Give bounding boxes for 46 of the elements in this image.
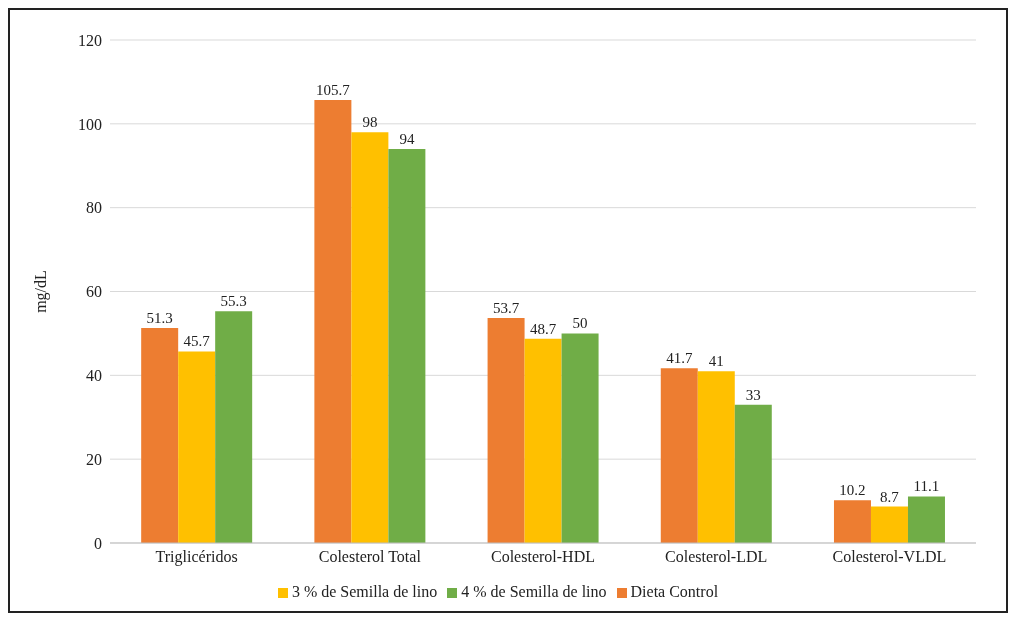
data-label: 41.7 xyxy=(666,350,693,367)
legend-label: 3 % de Semilla de lino xyxy=(291,583,438,600)
y-tick-label: 0 xyxy=(94,534,102,552)
data-label: 41 xyxy=(708,353,724,370)
bar xyxy=(351,132,389,543)
data-label: 33 xyxy=(745,386,761,403)
data-label: 8.7 xyxy=(880,488,900,505)
bar xyxy=(833,500,871,543)
y-tick-label: 80 xyxy=(86,199,102,217)
data-label: 11.1 xyxy=(913,478,940,495)
bar xyxy=(870,506,908,543)
bar xyxy=(561,333,599,543)
bar xyxy=(178,351,216,543)
data-label: 98 xyxy=(362,114,378,131)
bar xyxy=(487,317,525,543)
data-label: 51.3 xyxy=(146,309,173,326)
y-tick-label: 60 xyxy=(86,283,102,301)
data-label: 48.7 xyxy=(529,320,557,337)
legend-label: Dieta Control xyxy=(630,583,719,600)
y-axis-title: mg/dL xyxy=(31,270,50,313)
data-label: 50 xyxy=(572,315,588,332)
bar xyxy=(697,371,735,543)
data-label: 53.7 xyxy=(492,299,520,316)
bar xyxy=(314,99,352,543)
x-tick-label: Colesterol-VLDL xyxy=(832,548,947,566)
data-label: 105.7 xyxy=(316,81,351,98)
y-tick-label: 120 xyxy=(78,31,102,49)
legend-label: 4 % de Semilla de lino xyxy=(461,583,607,600)
data-label: 94 xyxy=(399,130,415,147)
y-tick-label: 20 xyxy=(86,450,102,468)
data-label: 45.7 xyxy=(183,333,211,350)
bar xyxy=(907,496,945,543)
bar xyxy=(141,327,179,543)
bar xyxy=(215,311,253,543)
bar xyxy=(388,148,426,543)
bar xyxy=(660,368,698,543)
y-tick-label: 40 xyxy=(86,367,102,385)
x-tick-label: Triglicéridos xyxy=(155,548,238,567)
bar xyxy=(524,338,562,543)
x-tick-label: Colesterol-HDL xyxy=(491,548,595,566)
x-tick-label: Colesterol Total xyxy=(318,548,422,566)
y-tick-label: 100 xyxy=(78,115,102,133)
bar xyxy=(734,404,772,543)
data-label: 55.3 xyxy=(220,293,247,310)
data-label: 10.2 xyxy=(839,482,866,499)
x-tick-label: Colesterol-LDL xyxy=(665,548,768,566)
